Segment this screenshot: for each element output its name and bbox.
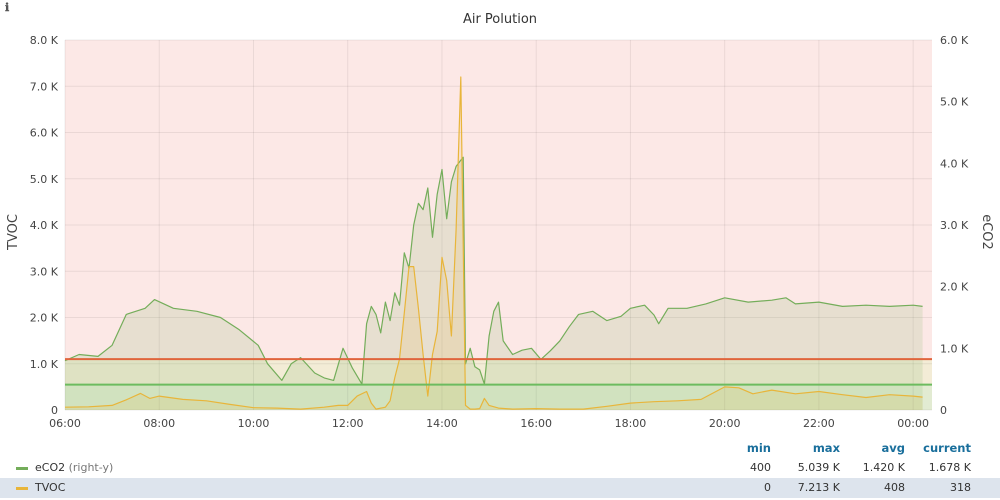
x-tick-label: 08:00: [143, 417, 175, 430]
y-left-tick-label: 4.0 K: [30, 219, 59, 232]
series-lines: [64, 76, 923, 410]
y-left-tick-label: 6.0 K: [30, 127, 59, 140]
threshold-lines: [65, 358, 932, 386]
legend-current: 1.678 K: [928, 461, 971, 474]
legend-series-name[interactable]: TVOC: [35, 481, 66, 494]
legend-table: min max avg current eCO2 (right-y) 400 5…: [0, 438, 1000, 498]
x-tick-label: 16:00: [520, 417, 552, 430]
legend-avg: 408: [884, 481, 905, 494]
tick-labels: 06:00 08:00 10:00 12:00 14:00 16:00 18:00 20:00…: [30, 34, 969, 430]
y-left-tick-label: 1.0 K: [30, 358, 59, 371]
legend-header-current[interactable]: current: [923, 441, 971, 455]
legend-min: 400: [750, 461, 771, 474]
chart: 06:00 08:00 10:00 12:00 14:00 16:00 18:00 20:00…: [6, 12, 994, 430]
legend-max: 7.213 K: [797, 481, 840, 494]
legend-current: 318: [950, 481, 971, 494]
x-tick-label: 10:00: [238, 417, 270, 430]
y-right-tick-label: 1.0 K: [940, 342, 969, 355]
x-tick-label: 00:00: [897, 417, 929, 430]
y-left-axis-title: TVOC: [6, 214, 21, 251]
y-right-tick-label: 6.0 K: [940, 34, 969, 47]
y-right-axis-title: eCO2: [979, 214, 994, 250]
legend-avg: 1.420 K: [862, 461, 905, 474]
legend-series-name[interactable]: eCO2 (right-y): [35, 461, 114, 474]
y-left-tick-label: 5.0 K: [30, 173, 59, 186]
y-right-tick-label: 3.0 K: [940, 219, 969, 232]
y-left-tick-label: 7.0 K: [30, 80, 59, 93]
legend-header-max[interactable]: max: [812, 441, 840, 455]
series-areas: [65, 77, 923, 410]
y-right-tick-label: 4.0 K: [940, 157, 969, 170]
y-left-tick-label: 8.0 K: [30, 34, 59, 47]
y-right-tick-label: 0: [940, 404, 947, 417]
legend-header-min[interactable]: min: [746, 441, 771, 455]
series-line-eco2: [64, 156, 923, 385]
chart-title: Air Polution: [463, 12, 537, 27]
grid: [64, 39, 932, 411]
legend-header-avg[interactable]: avg: [881, 441, 906, 455]
legend-swatch: [16, 467, 28, 470]
series-line-tvoc: [64, 76, 923, 410]
legend-swatch: [16, 487, 28, 490]
threshold-band: [65, 384, 932, 410]
y-right-tick-label: 2.0 K: [940, 281, 969, 294]
legend-min: 0: [764, 481, 771, 494]
threshold-band: [65, 359, 932, 385]
x-tick-label: 14:00: [426, 417, 458, 430]
legend-row-tvoc[interactable]: TVOC 0 7.213 K 408 318: [0, 478, 1000, 498]
legend-header: min max avg current: [0, 438, 1000, 458]
y-left-tick-label: 0: [51, 404, 58, 417]
info-icon[interactable]: ℹ: [5, 1, 10, 14]
y-left-tick-label: 2.0 K: [30, 312, 59, 325]
legend-series-suffix: (right-y): [68, 461, 114, 474]
series-area-eco2: [65, 157, 923, 410]
x-tick-label: 20:00: [709, 417, 741, 430]
x-tick-label: 18:00: [615, 417, 647, 430]
y-left-tick-label: 3.0 K: [30, 265, 59, 278]
legend-max: 5.039 K: [797, 461, 840, 474]
x-tick-label: 06:00: [49, 417, 81, 430]
legend-row-eco2[interactable]: eCO2 (right-y) 400 5.039 K 1.420 K 1.678…: [0, 458, 1000, 478]
y-right-tick-label: 5.0 K: [940, 96, 969, 109]
x-tick-label: 22:00: [803, 417, 835, 430]
x-tick-label: 12:00: [332, 417, 364, 430]
